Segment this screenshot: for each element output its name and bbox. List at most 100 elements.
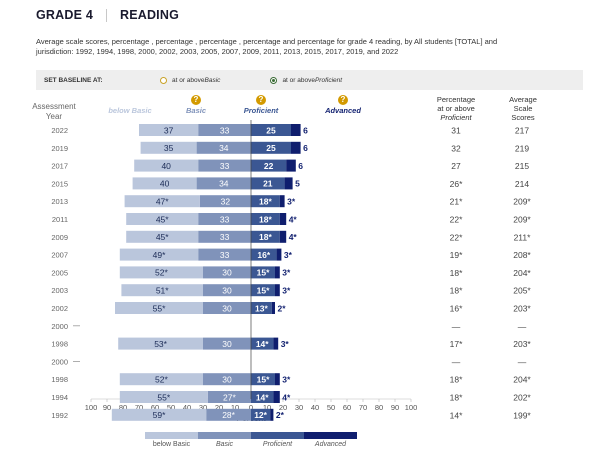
data-label-proficient: 16* — [257, 250, 270, 260]
pct-at-or-above-value: 16* — [450, 304, 463, 314]
data-label-proficient: 18* — [259, 232, 272, 242]
data-label-basic: 30 — [222, 339, 232, 349]
x-tick-label: 100 — [85, 403, 98, 412]
x-tick-label: 10 — [231, 403, 239, 412]
average-score-value: 205* — [513, 286, 531, 296]
x-tick-label: 100 — [405, 403, 418, 412]
bar-segment-proficient — [251, 373, 275, 386]
bar-segment-advanced — [284, 177, 293, 190]
legend-swatch-proficient — [251, 432, 304, 439]
baseline-option-proficient-level: Proficient — [314, 76, 343, 84]
data-label-advanced: 3* — [282, 268, 291, 278]
data-label-below-basic: 53* — [154, 339, 167, 349]
legend-item-advanced: Advanced — [304, 432, 357, 451]
level-proficient-label: Proficient — [243, 106, 279, 115]
x-tick-label: 50 — [167, 403, 175, 412]
year-label: 2003 — [51, 286, 68, 295]
year-label: 2011 — [52, 215, 68, 224]
average-score-value: — — [518, 321, 527, 331]
bar-segment-below-basic — [134, 159, 199, 172]
data-label-proficient: 22 — [264, 161, 274, 171]
data-label-proficient: 15* — [257, 375, 270, 385]
data-label-basic: 28* — [222, 410, 235, 420]
year-header-line2: Year — [45, 112, 63, 121]
bar-segment-below-basic — [115, 302, 203, 314]
data-label-basic: 33 — [220, 250, 230, 260]
data-label-advanced: 3* — [282, 375, 291, 385]
bar-segment-below-basic — [121, 284, 203, 297]
average-score-value: — — [518, 357, 527, 367]
bar-segment-proficient — [251, 230, 280, 243]
data-label-advanced: 2* — [276, 410, 285, 420]
baseline-option-basic-prefix: at or above — [172, 76, 205, 84]
bar-segment-advanced — [279, 230, 287, 243]
average-score-value: 203* — [513, 339, 531, 349]
bar-segment-proficient — [251, 391, 274, 403]
level-basic-label: Basic — [185, 106, 206, 115]
help-icon-basic[interactable]: ? — [191, 95, 201, 105]
x-tick-label: 40 — [183, 403, 191, 412]
data-label-advanced: 4* — [289, 214, 298, 224]
radio-proficient[interactable] — [270, 76, 278, 84]
baseline-option-basic[interactable]: at or above Basic — [160, 76, 221, 84]
level-advanced-label: Advanced — [325, 106, 361, 115]
data-label-basic: 30 — [222, 375, 232, 385]
data-label-proficient: 14* — [256, 339, 269, 349]
x-tick-label: 0 — [249, 403, 253, 412]
year-label: 2005 — [51, 268, 68, 277]
bar-segment-basic — [196, 177, 251, 190]
bar-segment-basic — [203, 302, 251, 314]
data-label-below-basic: 45* — [156, 214, 169, 224]
bar-segment-basic — [203, 266, 251, 279]
pct-at-or-above-value: 22* — [450, 215, 463, 225]
pct-at-or-above-value: 22* — [450, 232, 463, 242]
radio-basic[interactable] — [160, 76, 167, 84]
legend-item-below-basic: below Basic — [145, 432, 198, 451]
year-label: 1998 — [51, 375, 68, 384]
bar-segment-below-basic — [126, 213, 199, 225]
data-label-below-basic: 49* — [153, 250, 166, 260]
bar-segment-advanced — [273, 391, 280, 403]
data-label-advanced: 4* — [289, 232, 298, 242]
data-label-below-basic: 40 — [161, 161, 171, 171]
legend-swatch-below-basic — [145, 432, 198, 439]
level-header-advanced: ? Advanced — [318, 95, 368, 115]
bar-segment-below-basic — [119, 248, 199, 261]
year-label: 2013 — [51, 197, 68, 206]
pct-at-or-above-value: 27 — [451, 161, 461, 171]
bar-segment-proficient — [251, 124, 291, 136]
data-label-advanced: 2* — [278, 303, 287, 313]
data-label-basic: 33 — [220, 125, 230, 135]
pct-at-or-above-value: 18* — [450, 375, 463, 385]
data-label-proficient: 12* — [254, 410, 267, 420]
data-label-proficient: 25 — [266, 125, 276, 135]
average-score-value: 209* — [513, 215, 531, 225]
help-icon-advanced[interactable]: ? — [338, 95, 348, 105]
average-score-value: 202* — [513, 393, 531, 403]
x-tick-label: 70 — [359, 403, 367, 412]
average-score-value: 203* — [513, 304, 531, 314]
baseline-option-proficient[interactable]: at or above Proficient — [270, 76, 343, 84]
average-score-value: 209* — [513, 197, 531, 207]
bar-segment-proficient — [251, 284, 275, 297]
data-label-basic: 30 — [222, 286, 232, 296]
data-label-below-basic: 37 — [164, 125, 174, 135]
baseline-option-basic-level: Basic — [204, 76, 221, 84]
year-label: 2022 — [51, 126, 68, 135]
x-tick-label: 20 — [215, 403, 223, 412]
data-label-below-basic: 52* — [155, 268, 168, 278]
data-label-basic: 30 — [222, 303, 232, 313]
pct-at-or-above-value: — — [452, 357, 461, 367]
x-tick-label: 60 — [151, 403, 159, 412]
year-label: 1992 — [51, 411, 68, 420]
data-label-proficient: 25 — [266, 143, 276, 153]
legend-swatch-advanced — [304, 432, 357, 439]
legend-item-basic: Basic — [198, 432, 251, 451]
bar-segment-basic — [198, 248, 251, 261]
grade-title: GRADE 4 — [36, 8, 93, 22]
bar-segment-below-basic — [119, 391, 208, 403]
help-icon-proficient[interactable]: ? — [256, 95, 266, 105]
bar-segment-advanced — [273, 337, 279, 350]
data-label-advanced: 5 — [295, 179, 300, 189]
